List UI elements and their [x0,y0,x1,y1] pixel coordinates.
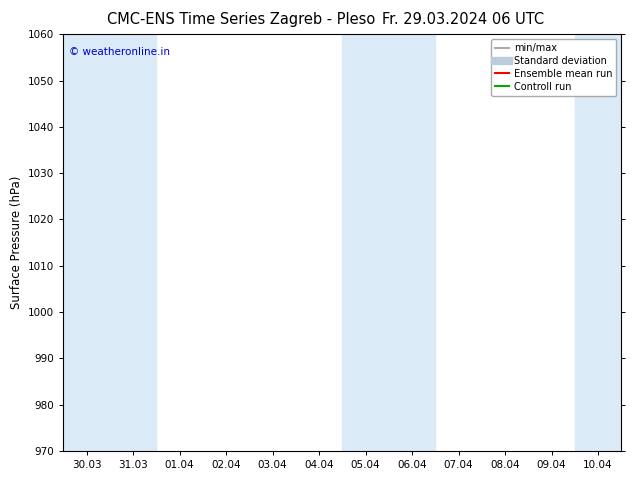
Bar [342,34,436,451]
Y-axis label: Surface Pressure (hPa): Surface Pressure (hPa) [10,176,23,309]
Text: Fr. 29.03.2024 06 UTC: Fr. 29.03.2024 06 UTC [382,12,544,27]
Bar [63,34,157,451]
Text: © weatheronline.in: © weatheronline.in [69,47,170,57]
Legend: min/max, Standard deviation, Ensemble mean run, Controll run: min/max, Standard deviation, Ensemble me… [491,39,616,96]
Text: CMC-ENS Time Series Zagreb - Pleso: CMC-ENS Time Series Zagreb - Pleso [107,12,375,27]
Bar [575,34,621,451]
